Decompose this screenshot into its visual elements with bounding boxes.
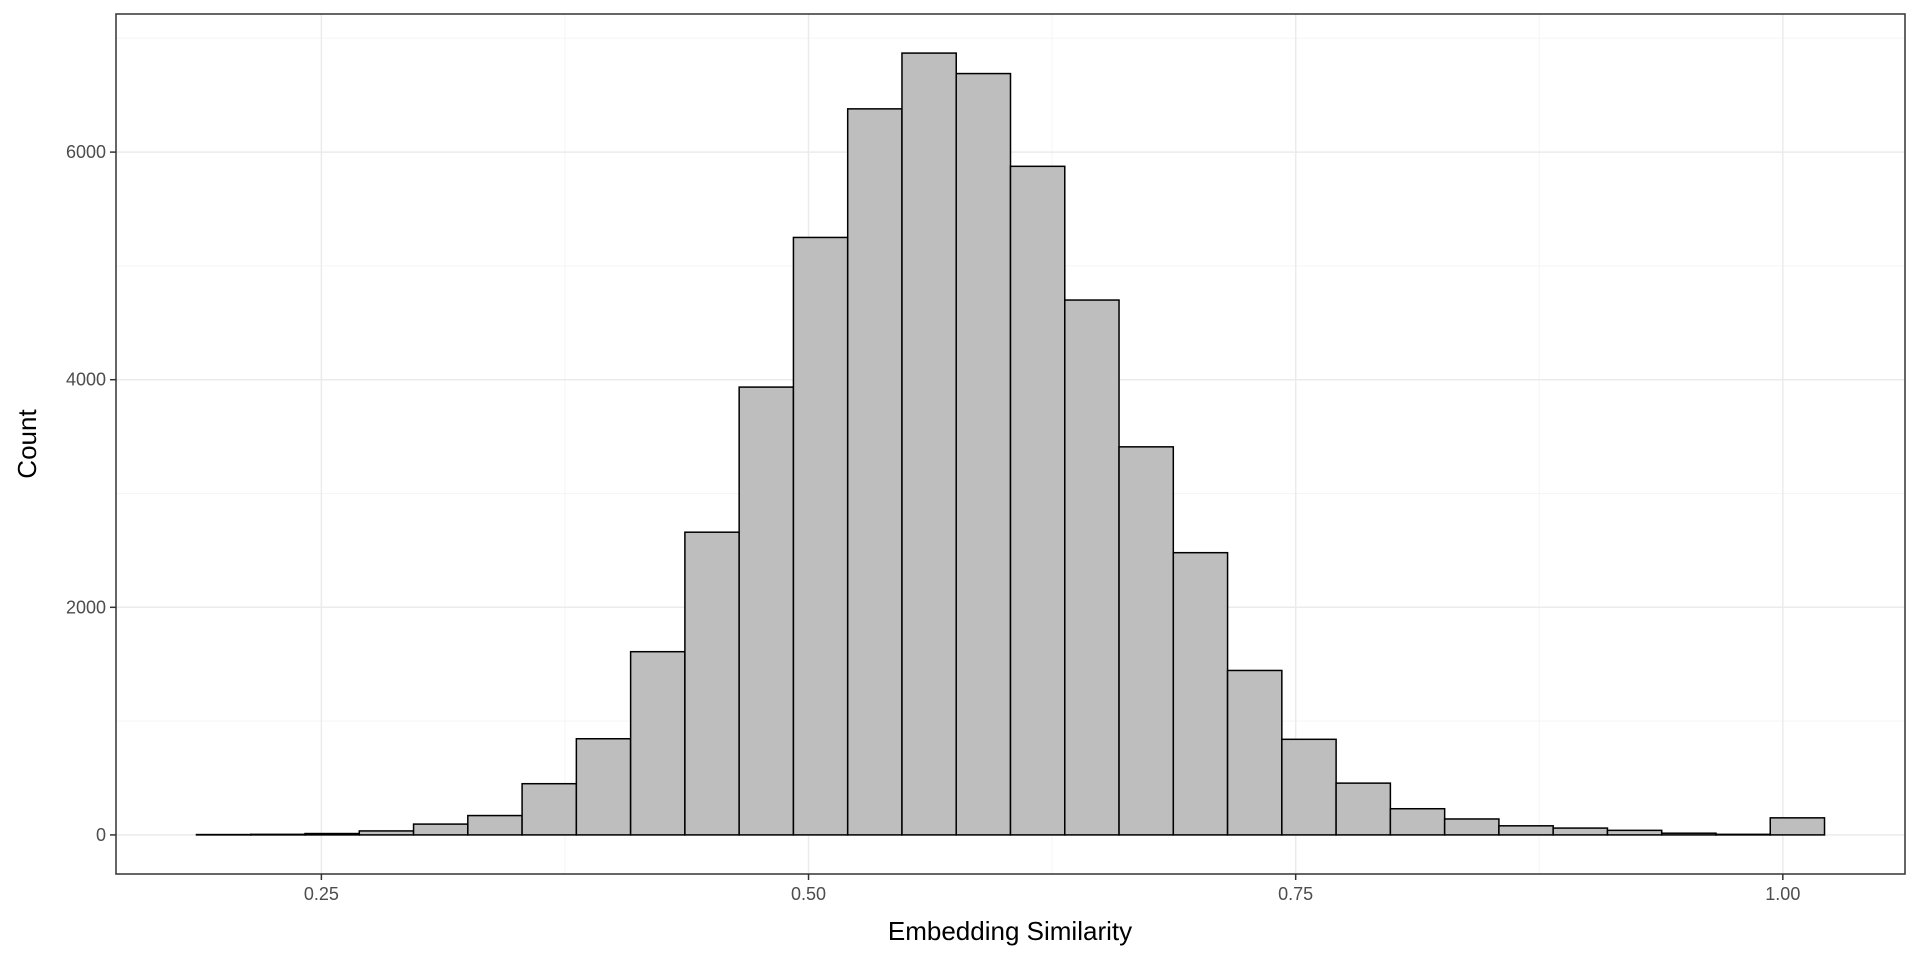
histogram-bar-18 — [1119, 447, 1173, 835]
histogram-bar-8 — [576, 739, 630, 835]
histogram-bar-5 — [414, 824, 468, 835]
x-tick-label: 0.25 — [304, 884, 339, 904]
histogram-bar-6 — [468, 816, 522, 835]
histogram-bar-19 — [1173, 553, 1227, 835]
histogram-bar-13 — [848, 109, 902, 835]
histogram-bar-30 — [1770, 818, 1824, 835]
histogram-bar-17 — [1065, 300, 1119, 835]
histogram-bar-23 — [1390, 809, 1444, 835]
histogram-bar-20 — [1228, 670, 1282, 834]
x-tick-label: 0.75 — [1278, 884, 1313, 904]
histogram-bar-28 — [1662, 833, 1716, 835]
histogram-bar-9 — [631, 652, 685, 835]
y-tick-label: 4000 — [66, 370, 106, 390]
histogram-bar-11 — [739, 387, 793, 835]
histogram-bar-2 — [251, 834, 305, 835]
x-axis-title: Embedding Similarity — [888, 916, 1132, 946]
histogram-bar-21 — [1282, 739, 1336, 835]
y-tick-label: 2000 — [66, 597, 106, 617]
histogram-bar-22 — [1336, 783, 1390, 835]
histogram-bar-24 — [1445, 819, 1499, 835]
y-tick-label: 0 — [96, 825, 106, 845]
histogram-bar-29 — [1716, 834, 1770, 835]
histogram-bar-14 — [902, 53, 956, 835]
x-tick-label: 0.50 — [791, 884, 826, 904]
x-tick-label: 1.00 — [1765, 884, 1800, 904]
histogram-bar-26 — [1553, 828, 1607, 835]
y-axis-title: Count — [12, 409, 42, 479]
histogram-bar-16 — [1011, 166, 1065, 835]
histogram-bar-3 — [305, 834, 359, 835]
histogram-bar-27 — [1607, 830, 1661, 835]
histogram-bar-15 — [956, 74, 1010, 835]
histogram-bar-4 — [359, 831, 413, 835]
histogram-bar-10 — [685, 532, 739, 835]
histogram-bar-12 — [793, 237, 847, 834]
histogram-bar-7 — [522, 784, 576, 835]
bars-layer — [196, 53, 1824, 835]
histogram-bar-25 — [1499, 826, 1553, 835]
y-tick-label: 6000 — [66, 142, 106, 162]
